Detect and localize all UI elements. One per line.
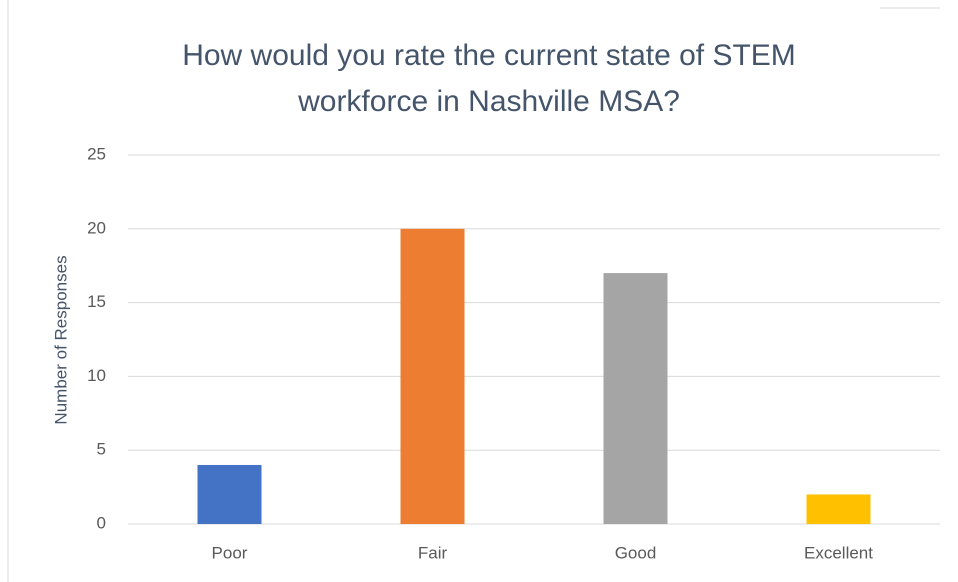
chart-title: How would you rate the current state of … [182, 39, 796, 72]
y-tick-label: 25 [87, 144, 106, 163]
x-tick-label: Excellent [804, 543, 873, 562]
bar [603, 273, 668, 524]
bar [806, 494, 871, 524]
x-tick-label: Poor [212, 543, 248, 562]
y-tick-label: 5 [97, 440, 106, 459]
y-axis-label: Number of Responses [51, 255, 70, 424]
y-tick-label: 20 [87, 218, 106, 237]
y-tick-label: 15 [87, 292, 106, 311]
chart-title: workforce in Nashville MSA? [297, 85, 680, 118]
bar [400, 228, 465, 525]
bar [197, 464, 262, 524]
y-tick-label: 0 [97, 513, 106, 532]
x-tick-label: Good [615, 543, 657, 562]
x-tick-label: Fair [418, 543, 448, 562]
y-tick-label: 10 [87, 366, 106, 385]
